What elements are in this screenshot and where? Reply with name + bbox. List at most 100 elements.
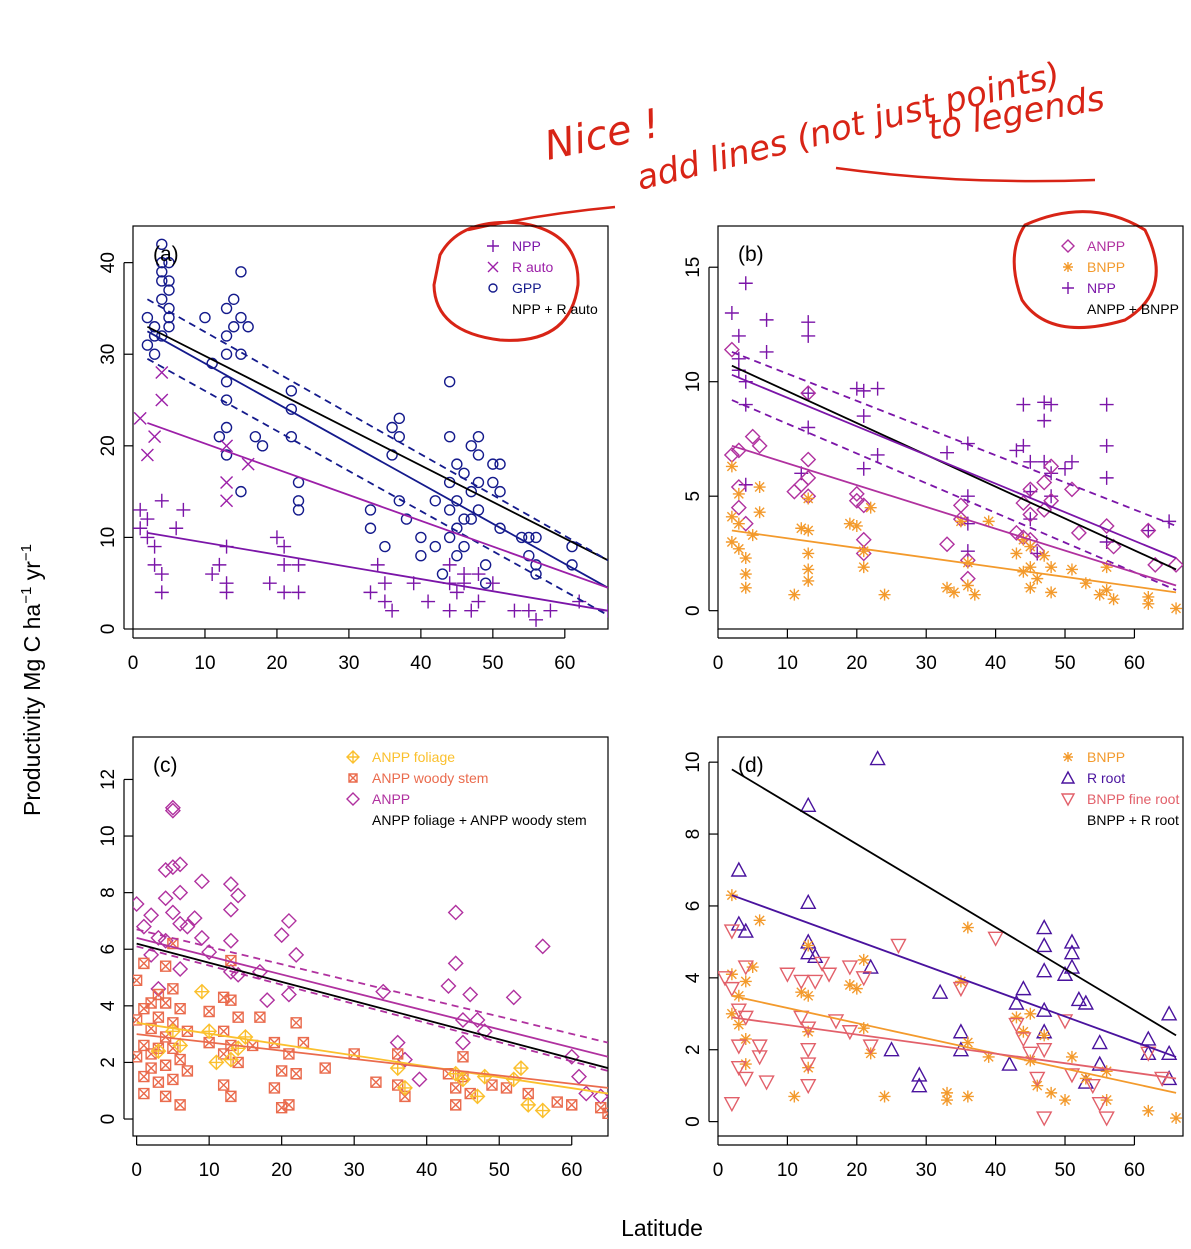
data-point (163, 311, 175, 324)
y-tick-label: 4 (683, 972, 704, 983)
y-tick-label: 2 (683, 1044, 704, 1055)
data-point (800, 944, 817, 960)
data-point (1100, 1065, 1113, 1078)
data-point (1058, 461, 1073, 476)
legend-marker (1061, 239, 1075, 253)
data-point (1099, 438, 1114, 453)
data-point (806, 947, 824, 963)
data-point (1142, 1104, 1155, 1117)
data-point (1022, 506, 1039, 523)
y-tick-label: 30 (98, 344, 119, 365)
data-point (228, 293, 240, 305)
plot-frame (132, 736, 609, 1137)
data-point (890, 938, 907, 954)
data-point (290, 1017, 302, 1029)
data-point (739, 1032, 752, 1045)
data-point (141, 339, 154, 351)
data-point (138, 1087, 150, 1100)
data-point (150, 980, 167, 997)
data-point (319, 1062, 331, 1074)
data-point (725, 1007, 738, 1020)
series-bnpp (725, 889, 1183, 1125)
data-point (1043, 458, 1060, 475)
data-point (487, 476, 499, 489)
data-point (140, 512, 155, 527)
data-point (788, 588, 801, 601)
data-point (870, 447, 885, 462)
data-point (737, 1010, 754, 1026)
data-point (1063, 481, 1080, 498)
data-point (133, 411, 147, 425)
trend-line (147, 422, 608, 589)
data-point (228, 321, 240, 333)
y-tick-label: 6 (98, 944, 119, 955)
data-point (523, 531, 535, 544)
data-point (520, 1096, 537, 1113)
data-point (167, 1073, 179, 1086)
data-point (855, 971, 872, 987)
data-point (883, 1041, 900, 1057)
data-point (737, 1071, 754, 1087)
trend-line (146, 298, 608, 562)
data-point (1170, 1112, 1183, 1125)
data-point (164, 859, 181, 876)
y-tick-label: 8 (683, 829, 704, 840)
data-point (730, 861, 747, 877)
data-point (203, 1005, 215, 1018)
trend-line (136, 928, 608, 1044)
data-point (800, 1057, 817, 1073)
data-point (479, 559, 492, 571)
legend-marker (1060, 770, 1076, 784)
data-point (800, 796, 817, 812)
data-point (739, 581, 752, 594)
panel-b-chart: 0 10 20 30 40 50 60 0 5 10 15 (b) ANPP BNPP NPP ANPP + … (683, 225, 1184, 674)
data-point (1065, 563, 1078, 576)
x-tick-label: 50 (1054, 1160, 1075, 1181)
data-point (857, 545, 870, 558)
data-point (1091, 1055, 1108, 1071)
data-point (469, 1088, 486, 1105)
x-tick-label: 10 (777, 1160, 798, 1181)
data-point (379, 540, 391, 553)
panel-label: (d) (738, 754, 764, 777)
trend-line (136, 937, 608, 1058)
data-point (1140, 522, 1157, 539)
data-point (751, 1050, 768, 1066)
legend: ANPP foliage ANPP woody stem ANPP ANPP foli… (346, 749, 587, 828)
data-point (870, 381, 885, 396)
data-point (841, 960, 859, 976)
data-point (222, 876, 239, 893)
trend-line (147, 531, 608, 612)
data-point (1093, 588, 1106, 601)
y-tick-label: 0 (98, 624, 119, 635)
legend-label: R auto (512, 259, 553, 275)
x-tick-label: 0 (131, 1160, 142, 1181)
data-point (143, 907, 160, 924)
data-point (169, 521, 184, 536)
data-point (1140, 1030, 1157, 1046)
data-point (148, 430, 162, 444)
data-point (982, 515, 995, 528)
data-point (802, 563, 815, 576)
data-point (290, 1068, 302, 1080)
data-point (179, 918, 196, 935)
data-point (911, 1077, 928, 1093)
data-point (1008, 994, 1025, 1010)
data-point (850, 519, 863, 532)
data-point (801, 315, 816, 330)
data-point (201, 944, 218, 961)
data-point (163, 275, 175, 287)
y-tick-label: 10 (683, 371, 704, 392)
data-point (156, 256, 168, 269)
x-tick-label: 20 (271, 1160, 292, 1181)
data-point (801, 386, 816, 401)
data-point (718, 971, 734, 987)
data-point (878, 1090, 891, 1103)
data-point (273, 927, 290, 944)
data-point (961, 1090, 974, 1103)
data-point (235, 266, 247, 278)
trend-line (731, 994, 1177, 1094)
data-point (1036, 937, 1053, 953)
data-point (523, 550, 535, 562)
